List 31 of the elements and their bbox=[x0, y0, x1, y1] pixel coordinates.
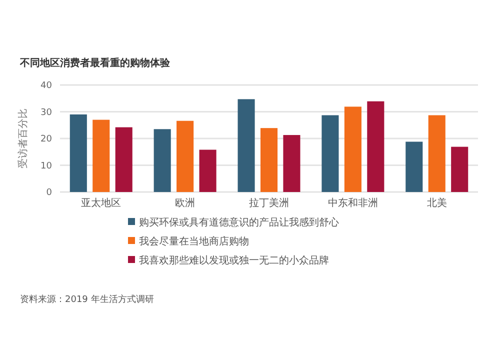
y-tick-label: 10 bbox=[40, 161, 52, 172]
bar bbox=[451, 146, 468, 192]
bar bbox=[70, 114, 87, 192]
x-tick-label: 拉丁美洲 bbox=[249, 197, 289, 209]
bar bbox=[406, 142, 423, 192]
x-tick-label: 中东和非洲 bbox=[328, 197, 378, 209]
y-tick-label: 20 bbox=[40, 134, 52, 145]
bar bbox=[283, 135, 300, 192]
bar bbox=[154, 129, 171, 192]
bar bbox=[238, 99, 255, 192]
y-tick-label: 30 bbox=[40, 108, 52, 118]
y-tick-label: 0 bbox=[46, 188, 52, 198]
bar bbox=[428, 115, 446, 192]
text: 资料来源：2019 年生活方式调研 bbox=[20, 294, 154, 305]
legend-label: 我会尽量在当地商店购物 bbox=[139, 236, 249, 248]
bar bbox=[176, 120, 194, 192]
y-axis-title: 受访者百分比 bbox=[17, 108, 29, 168]
x-tick-label: 欧洲 bbox=[175, 197, 196, 209]
legend-label: 购买环保或具有道德意识的产品让我感到舒心 bbox=[139, 216, 339, 228]
bar bbox=[367, 101, 384, 192]
bar bbox=[322, 115, 339, 192]
x-tick-label: 北美 bbox=[426, 197, 447, 209]
y-tick-label: 40 bbox=[40, 81, 52, 92]
bar bbox=[199, 150, 216, 192]
bar bbox=[92, 120, 110, 192]
bar bbox=[260, 128, 278, 192]
legend-label: 我喜欢那些难以发现或独一无二的小众品牌 bbox=[139, 254, 329, 266]
x-tick-label: 亚太地区 bbox=[81, 197, 122, 209]
bar bbox=[344, 106, 362, 192]
bar bbox=[115, 127, 132, 192]
chart-title: 不同地区消费者最看重的购物体验 bbox=[19, 57, 171, 69]
